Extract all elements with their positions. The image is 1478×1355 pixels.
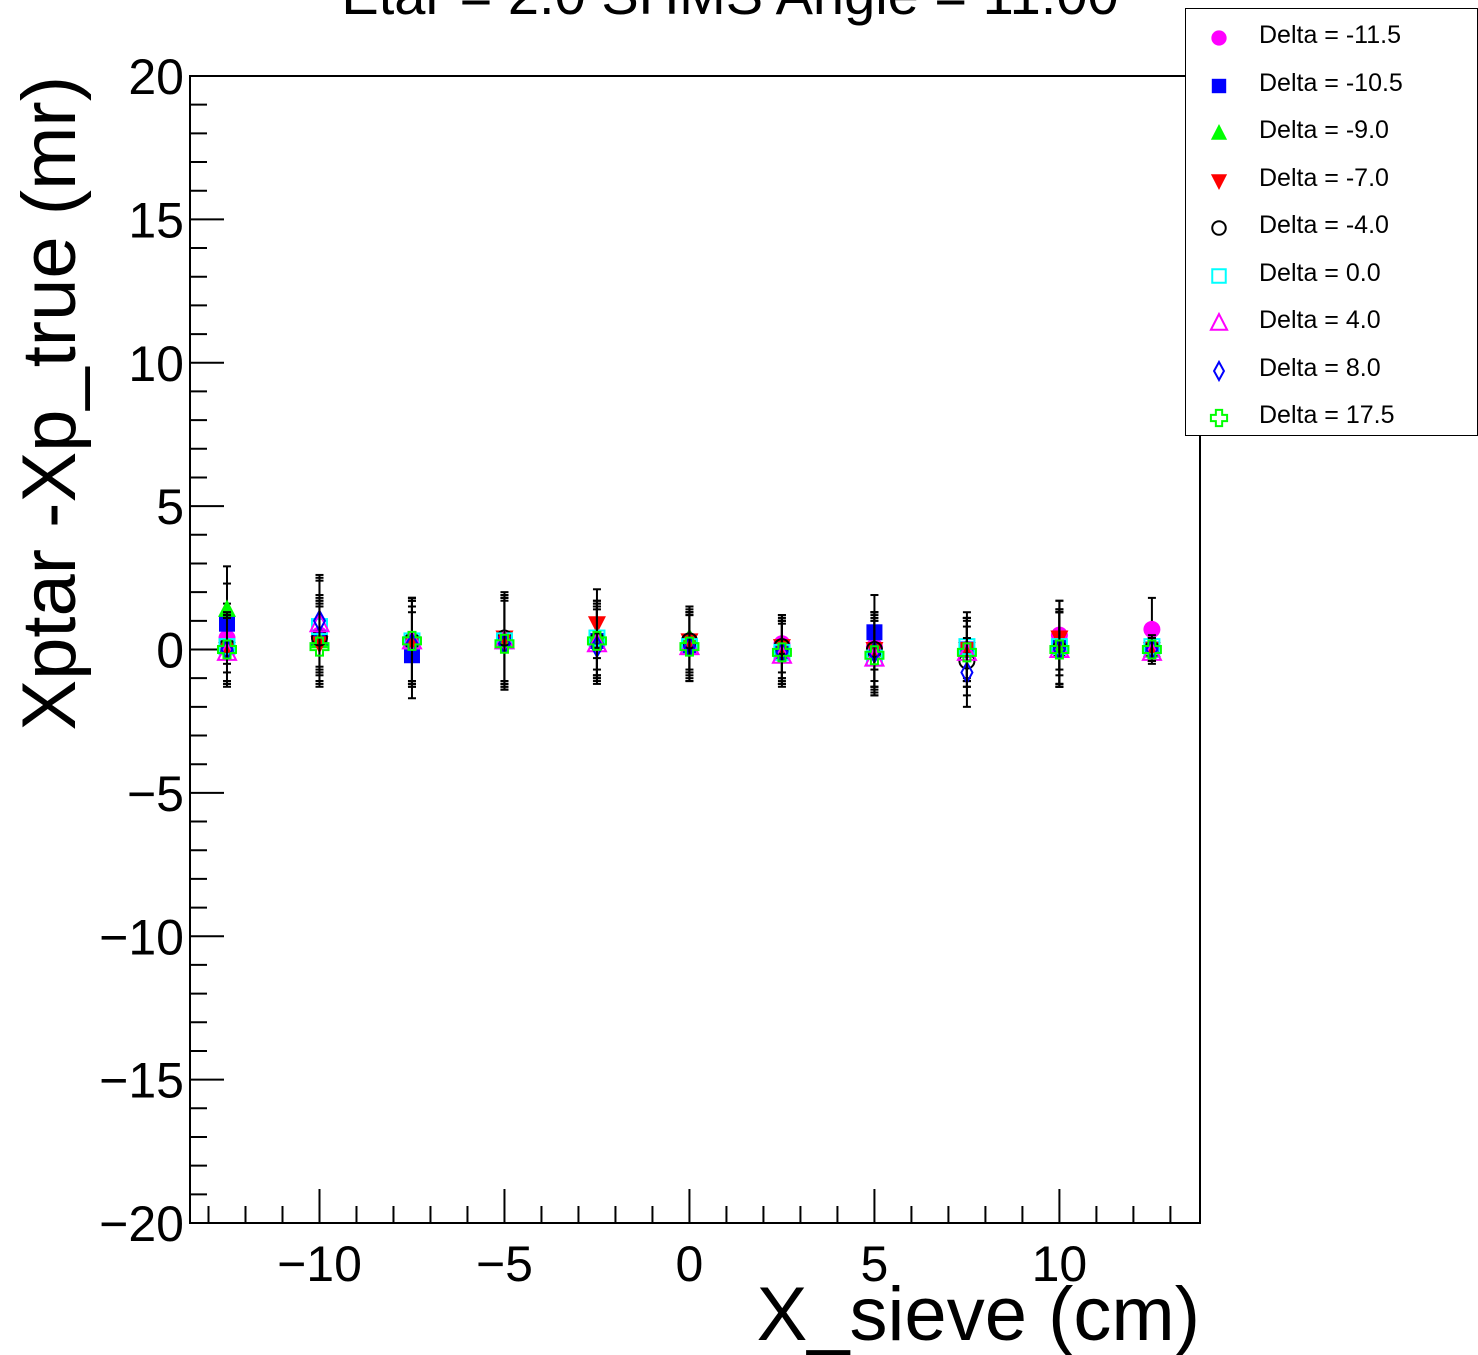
legend-marker-icon [1209, 408, 1229, 428]
legend: Delta = -11.5 Delta = -10.5 Delta = -9.0 De… [1185, 8, 1478, 436]
legend-entry: Delta = -4.0 [1186, 205, 1476, 245]
x-tick-label: 10 [1032, 1236, 1088, 1292]
y-axis-label: Xptar -Xp_true (mr) [7, 76, 92, 731]
legend-entry: Delta = -11.5 [1186, 15, 1476, 55]
y-tick-label: −5 [127, 766, 184, 822]
legend-marker [1211, 267, 1227, 284]
data-point [956, 642, 977, 663]
legend-marker [1211, 30, 1227, 46]
legend-marker [1211, 220, 1227, 236]
legend-entry: Delta = 0.0 [1186, 253, 1476, 293]
legend-entry: Delta = 17.5 [1186, 395, 1476, 435]
legend-marker-icon [1212, 359, 1226, 382]
legend-label: Delta = 0.0 [1259, 258, 1381, 287]
legend-marker-icon [1210, 173, 1228, 190]
legend-marker-icon [1211, 220, 1227, 236]
y-tick-label: −15 [99, 1053, 184, 1109]
legend-marker [1210, 124, 1228, 140]
legend-entry: Delta = -9.0 [1186, 110, 1476, 150]
legend-label: Delta = -9.0 [1259, 116, 1389, 144]
x-tick-label: 5 [861, 1236, 889, 1292]
legend-marker [1210, 173, 1228, 190]
legend-entry: Delta = -7.0 [1186, 158, 1476, 198]
data-point [1141, 639, 1162, 660]
data-point [1143, 620, 1161, 638]
legend-marker [1212, 359, 1226, 382]
x-tick-label: −10 [277, 1236, 362, 1292]
legend-label: Delta = 4.0 [1259, 306, 1381, 334]
legend-label: Delta = -4.0 [1259, 211, 1389, 239]
legend-label: Delta = 8.0 [1259, 353, 1381, 382]
y-tick-label: 15 [128, 192, 184, 248]
data-marks [216, 565, 1163, 708]
data-point [1049, 639, 1070, 660]
chart-title: Etar = 2.0 SHMS Angle = 11.00 [341, 0, 1118, 26]
data-point [771, 642, 792, 663]
data-point [217, 599, 236, 617]
legend-marker-icon [1210, 124, 1228, 140]
x-axis-label: X_sieve (cm) [757, 1272, 1200, 1355]
data-point [586, 630, 607, 651]
legend-marker [1209, 408, 1229, 428]
legend-marker-icon [1209, 311, 1229, 331]
data-point [216, 639, 237, 660]
legend-marker-icon [1211, 30, 1227, 46]
y-tick-label: 10 [128, 336, 184, 392]
legend-marker-icon [1211, 78, 1227, 93]
series-8 [216, 596, 1162, 694]
data-point [864, 645, 885, 666]
data-point [309, 636, 330, 657]
legend-marker [1209, 311, 1229, 331]
data-point [494, 633, 515, 654]
x-tick-label: 0 [676, 1236, 704, 1292]
data-point [401, 630, 422, 651]
y-tick-label: −20 [99, 1196, 184, 1252]
legend-label: Delta = 17.5 [1259, 401, 1395, 429]
axes: −20 −15 −10 −5 0 5 10 15 20 −10 −5 0 5 10 [99, 49, 1201, 1292]
legend-entry: Delta = 4.0 [1186, 300, 1476, 340]
x-tick-label: −5 [476, 1236, 533, 1292]
legend-label: Delta = -7.0 [1259, 163, 1389, 192]
legend-entry: Delta = 8.0 [1186, 348, 1476, 388]
y-tick-label: 20 [128, 49, 184, 105]
legend-label: Delta = -10.5 [1259, 68, 1403, 97]
y-tick-label: 0 [156, 623, 184, 679]
legend-label: Delta = -11.5 [1259, 21, 1401, 49]
y-tick-label: −10 [99, 909, 184, 965]
legend-marker-icon [1211, 267, 1227, 284]
legend-marker [1211, 78, 1227, 93]
y-tick-label: 5 [156, 479, 184, 535]
legend-entry: Delta = -10.5 [1186, 63, 1476, 103]
data-point [679, 636, 700, 657]
